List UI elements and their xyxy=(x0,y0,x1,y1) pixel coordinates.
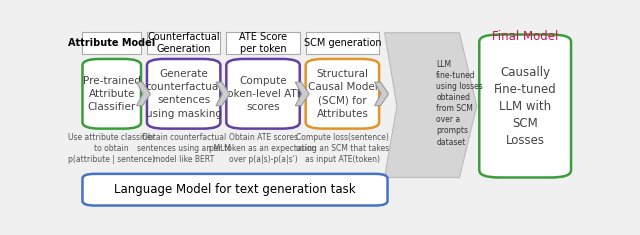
Text: Obtain ATE scores
per token as an expectation
over p(a|s)-p(a|s'): Obtain ATE scores per token as an expect… xyxy=(209,133,317,164)
FancyBboxPatch shape xyxy=(83,174,388,206)
Text: Generate
counterfactual
sentences
using masking: Generate counterfactual sentences using … xyxy=(145,69,222,119)
Polygon shape xyxy=(295,82,309,106)
Bar xyxy=(83,32,141,55)
Bar xyxy=(306,32,379,55)
Bar xyxy=(147,32,220,55)
Text: Obtain counterfactual
sentences using an MLM
model like BERT: Obtain counterfactual sentences using an… xyxy=(137,133,230,164)
Text: Use attribute classifier
to obtain
p(attribute | sentence): Use attribute classifier to obtain p(att… xyxy=(68,133,156,164)
Text: Pre-trained
Attribute
Classifier: Pre-trained Attribute Classifier xyxy=(83,76,141,112)
FancyBboxPatch shape xyxy=(83,59,141,129)
Polygon shape xyxy=(374,82,388,106)
FancyBboxPatch shape xyxy=(306,59,379,129)
Text: Causally
Fine-tuned
LLM with
SCM
Losses: Causally Fine-tuned LLM with SCM Losses xyxy=(494,66,557,146)
Polygon shape xyxy=(136,82,150,106)
Bar xyxy=(227,32,300,55)
Text: Final Model: Final Model xyxy=(492,30,558,43)
Polygon shape xyxy=(216,82,230,106)
Text: Compute
token-level ATE
scores: Compute token-level ATE scores xyxy=(223,76,303,112)
Text: Language Model for text generation task: Language Model for text generation task xyxy=(114,183,356,196)
Text: LLM
fine-tuned
using losses
obtained
from SCM
over a
prompts
dataset: LLM fine-tuned using losses obtained fro… xyxy=(436,60,483,147)
Text: ATE Score
per token: ATE Score per token xyxy=(239,32,287,54)
FancyBboxPatch shape xyxy=(227,59,300,129)
Text: Counterfactual
Generation: Counterfactual Generation xyxy=(147,32,220,54)
Text: Attribute Model: Attribute Model xyxy=(68,38,156,48)
Text: SCM generation: SCM generation xyxy=(303,38,381,48)
FancyBboxPatch shape xyxy=(147,59,220,129)
Polygon shape xyxy=(385,33,477,177)
Text: Compute loss(sentence)
using an SCM that takes
as input ATE(token): Compute loss(sentence) using an SCM that… xyxy=(296,133,389,164)
FancyBboxPatch shape xyxy=(479,35,571,177)
Text: Structural
Causal Model
(SCM) for
Attributes: Structural Causal Model (SCM) for Attrib… xyxy=(307,69,377,119)
